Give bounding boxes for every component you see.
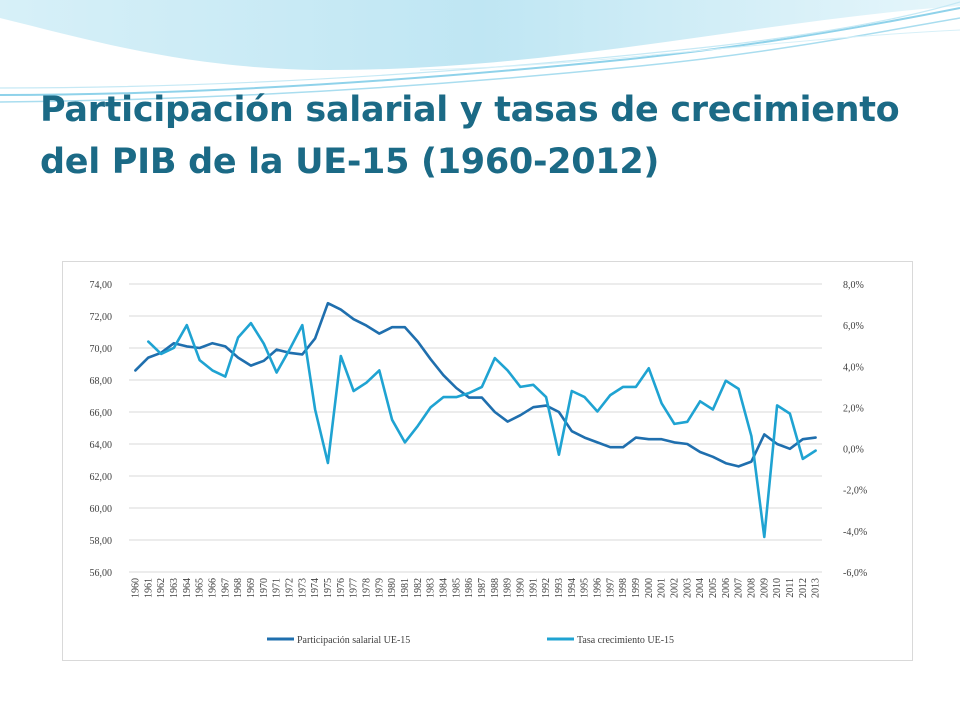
x-axis-tick-label: 1970 (259, 578, 270, 598)
wave-line-1 (0, 7, 960, 96)
series-line-tasa-crecimiento (147, 321, 817, 539)
legend: Participación salarial UE-15 Tasa crecim… (267, 635, 674, 646)
left-axis-tick-label: 70,00 (90, 344, 113, 355)
left-axis-tick-label: 74,00 (90, 280, 113, 291)
x-axis-tick-label: 1976 (336, 578, 347, 598)
x-axis-tick-label: 1980 (387, 578, 398, 598)
x-axis-tick-label: 1971 (272, 578, 283, 598)
left-axis-tick-label: 58,00 (90, 536, 113, 547)
x-axis-tick-label: 1998 (618, 578, 629, 598)
x-axis-tick-label: 2001 (657, 578, 668, 598)
x-axis-tick-label: 2010 (772, 578, 783, 598)
x-axis-tick-label: 2005 (708, 578, 719, 598)
left-axis-tick-label: 68,00 (90, 376, 113, 387)
x-axis-tick-label: 1965 (195, 578, 206, 598)
right-axis-tick-labels: -6,0% -4,0% -2,0% 0,0% 2,0% 4,0% 6,0% 8,0% (843, 280, 867, 579)
right-axis-tick-label: -4,0% (843, 527, 867, 538)
left-axis-tick-labels: 56,00 58,00 60,00 62,00 64,00 66,00 68,00 70,00… (90, 280, 113, 579)
x-axis-tick-label: 1966 (207, 578, 218, 598)
x-axis-tick-label: 1967 (220, 578, 231, 598)
x-axis-tick-label: 1962 (156, 578, 167, 598)
x-axis-tick-label: 1968 (233, 578, 244, 598)
decorative-wave-header (0, 0, 960, 103)
x-axis-tick-label: 1997 (605, 578, 616, 598)
x-axis-tick-label: 1973 (297, 578, 308, 598)
x-axis-tick-label: 1993 (554, 578, 565, 598)
x-axis-tick-label: 1988 (490, 578, 501, 598)
x-axis-tick-label: 1984 (438, 578, 449, 598)
x-axis-tick-label: 1977 (349, 578, 360, 598)
gridlines (129, 283, 822, 573)
x-axis-tick-label: 1961 (143, 578, 154, 598)
left-axis-tick-label: 56,00 (90, 568, 113, 579)
wave-fill (0, 0, 960, 70)
x-axis-tick-label: 1989 (503, 578, 514, 598)
x-axis-tick-label: 2011 (785, 578, 796, 598)
legend-label-participacion-salarial: Participación salarial UE-15 (297, 635, 410, 646)
wave-line-3 (0, 1, 960, 89)
x-axis-tick-label: 2007 (734, 578, 745, 598)
right-axis-tick-label: 0,0% (843, 445, 864, 456)
x-axis-tick-label: 1991 (528, 578, 539, 598)
series-line-participacion-salarial (134, 301, 817, 468)
x-axis-tick-label: 1969 (246, 578, 257, 598)
left-axis-tick-label: 60,00 (90, 504, 113, 515)
left-axis-tick-label: 62,00 (90, 472, 113, 483)
x-axis-tick-label: 2008 (746, 578, 757, 598)
x-axis-tick-label: 2000 (644, 578, 655, 598)
x-axis-tick-label: 1979 (374, 578, 385, 598)
slide-title: Participación salarial y tasas de crecim… (40, 90, 900, 182)
x-axis-tick-label: 1990 (515, 578, 526, 598)
right-axis-tick-label: 2,0% (843, 403, 864, 414)
x-axis-tick-label: 2012 (798, 578, 809, 598)
left-axis-tick-label: 66,00 (90, 408, 113, 419)
x-axis-tick-label: 1982 (413, 578, 424, 598)
x-axis-tick-label: 1983 (426, 578, 437, 598)
right-axis-tick-label: -6,0% (843, 568, 867, 579)
right-axis-tick-label: -2,0% (843, 486, 867, 497)
x-axis-tick-label: 2002 (669, 578, 680, 598)
x-axis-tick-label: 1972 (284, 578, 295, 598)
right-axis-tick-label: 4,0% (843, 362, 864, 373)
x-axis-tick-labels: 1960 1961 1962 1963 1964 1965 1966 1967 1968 1969… (130, 578, 821, 598)
x-axis-tick-label: 2004 (695, 578, 706, 598)
x-axis-tick-label: 2006 (721, 578, 732, 598)
left-axis-tick-label: 64,00 (90, 440, 113, 451)
x-axis-tick-label: 1992 (541, 578, 552, 598)
x-axis-tick-label: 1996 (592, 578, 603, 598)
right-axis-tick-label: 8,0% (843, 280, 864, 291)
x-axis-tick-label: 1987 (477, 578, 488, 598)
x-axis-tick-label: 1981 (400, 578, 411, 598)
x-axis-tick-label: 1975 (323, 578, 334, 598)
x-axis-tick-label: 1999 (631, 578, 642, 598)
legend-label-tasa-crecimiento: Tasa crecimiento UE-15 (577, 635, 674, 646)
x-axis-tick-label: 2013 (811, 578, 822, 598)
series-lines (134, 301, 817, 539)
wave-line-4 (419, 29, 960, 71)
wave-line-2 (0, 17, 960, 103)
x-axis-tick-label: 1978 (361, 578, 372, 598)
x-axis-tick-label: 1960 (130, 578, 141, 598)
x-axis-tick-label: 1964 (182, 578, 193, 598)
x-axis-tick-label: 1985 (451, 578, 462, 598)
x-axis-tick-label: 1963 (169, 578, 180, 598)
left-axis-tick-label: 72,00 (90, 312, 113, 323)
right-axis-tick-label: 6,0% (843, 321, 864, 332)
x-axis-tick-label: 1995 (580, 578, 591, 598)
line-chart: 56,00 58,00 60,00 62,00 64,00 66,00 68,00 70,00… (90, 280, 868, 646)
x-axis-tick-label: 1974 (310, 578, 321, 598)
x-axis-tick-label: 2003 (682, 578, 693, 598)
x-axis-tick-label: 1986 (464, 578, 475, 598)
x-axis-tick-label: 2009 (759, 578, 770, 598)
x-axis-tick-label: 1994 (567, 578, 578, 598)
